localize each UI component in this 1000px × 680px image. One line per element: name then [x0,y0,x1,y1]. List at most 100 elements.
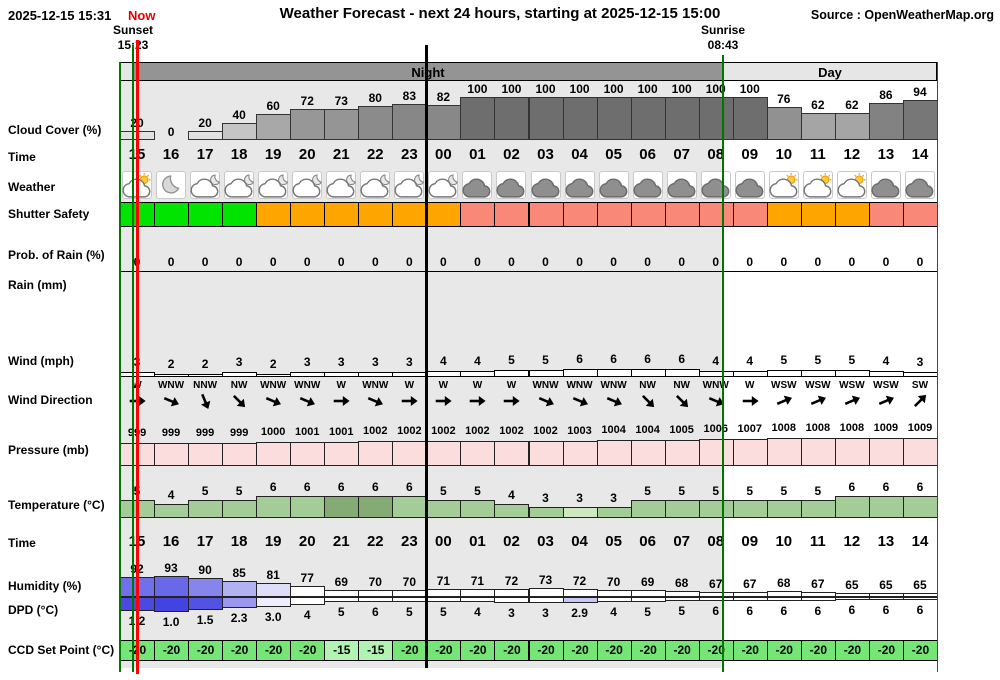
prob-rain-value: 0 [508,255,515,269]
pressure-value: 1002 [397,425,422,438]
time-label-bottom: 08 [707,533,725,550]
dpd-value: 6 [848,602,856,617]
dpd-bar [222,597,258,609]
humidity-value: 68 [674,576,689,590]
cloud-cover-bar [494,97,530,140]
wind-direction-label: NNW [193,380,218,391]
row-label-time-1: Time [8,150,36,164]
cloud-cover-bar [188,131,224,140]
temperature-bar [766,500,802,518]
dpd-value: 3 [542,606,549,621]
temperature-bar [562,507,598,518]
humidity-value: 71 [436,574,451,589]
shutter-safety-cell [460,202,496,227]
time-label-top: 13 [877,146,895,163]
dpd-value: 5 [406,605,413,620]
temperature-value: 6 [916,480,924,495]
row-label-wind: Wind (mph) [8,354,74,368]
prob-rain-value: 0 [848,255,856,269]
pressure-bar [358,441,394,466]
wind-speed-bar [460,371,496,377]
ccd-setpoint-cell: -20 [800,640,836,661]
prob-rain-value: 0 [916,255,924,269]
humidity-value: 65 [879,577,893,592]
dpd-bar [392,597,428,603]
temperature-bar [630,500,666,518]
humidity-bar [154,576,190,597]
ccd-setpoint-cell: -20 [460,640,496,661]
cloud-cover-value: 100 [569,82,590,96]
wind-direction-label: WNW [260,380,287,391]
humidity-value: 69 [640,575,655,590]
pressure-bar [834,438,870,466]
wind-direction-label: WNW [532,380,559,391]
humidity-value: 67 [709,576,723,591]
cloud-cover-value: 100 [637,82,658,96]
temperature-bar [222,500,258,518]
ccd-setpoint-cell: -15 [358,640,394,661]
pressure-bar [630,440,666,466]
wind-speed-bar [324,372,360,377]
dpd-value: 6 [746,603,754,618]
cloud-cover-bar [664,97,700,140]
cloud-cover-bar [290,109,326,140]
pressure-value: 1001 [294,425,320,438]
row-label-humidity: Humidity (%) [8,579,82,593]
temperature-value: 6 [337,480,345,495]
temperature-value: 5 [678,484,686,498]
pressure-value: 1002 [533,425,558,438]
temperature-value: 6 [371,480,379,495]
shutter-safety-cell [698,202,734,227]
wind-direction-label: W [472,380,483,391]
dpd-value: 1.5 [196,613,214,628]
ccd-setpoint-cell: -20 [732,640,768,661]
dpd-value: 4 [610,605,617,620]
pressure-bar [256,442,292,466]
dpd-value: 5 [440,605,447,620]
current-timestamp: 2025-12-15 15:31 [8,8,112,23]
wind-speed-value: 3 [303,355,311,370]
prob-rain-value: 0 [303,255,311,269]
weather-icon-cloud [530,172,561,198]
pressure-value: 1000 [260,426,286,439]
temperature-value: 4 [167,487,175,502]
humidity-value: 85 [232,565,246,580]
humidity-value: 77 [300,570,314,585]
wind-direction-arrow [297,391,317,411]
cloud-cover-value: 100 [603,82,624,96]
dpd-bar [290,597,326,605]
pressure-value: 1008 [805,422,831,435]
row-label-time-2: Time [8,536,36,550]
wind-direction-arrow [910,391,930,411]
wind-speed-value: 5 [814,353,822,367]
cloud-cover-value: 83 [402,89,417,104]
prob-rain-value: 0 [712,255,720,269]
humidity-value: 70 [368,574,382,589]
prob-rain-value: 0 [235,255,243,269]
cloud-cover-bar [562,97,598,140]
sunrise-time: 08:43 [707,38,739,52]
shutter-safety-cell [358,202,394,227]
shutter-safety-cell [188,202,224,227]
wind-speed-bar [358,372,394,377]
time-label-bottom: 17 [196,533,214,550]
wind-speed-bar [630,368,666,377]
prob-rain-value: 0 [746,255,754,269]
wind-speed-bar [868,371,904,377]
cloud-cover-bar [902,99,938,140]
row-label-rain: Rain (mm) [8,278,67,292]
time-label-top: 22 [366,146,384,163]
wind-speed-value: 2 [201,356,209,371]
rain-baseline [120,271,937,272]
time-label-bottom: 22 [366,533,384,550]
wind-speed-bar [732,371,768,377]
wind-direction-arrow [399,391,419,411]
time-label-top: 19 [264,146,282,163]
wind-direction-label: WNW [600,380,627,391]
temperature-bar [290,496,326,518]
temperature-value: 3 [610,491,617,506]
temperature-bar [664,500,700,518]
prob-rain-value: 0 [644,255,651,269]
wind-speed-bar [596,368,632,377]
temperature-value: 5 [780,484,788,498]
